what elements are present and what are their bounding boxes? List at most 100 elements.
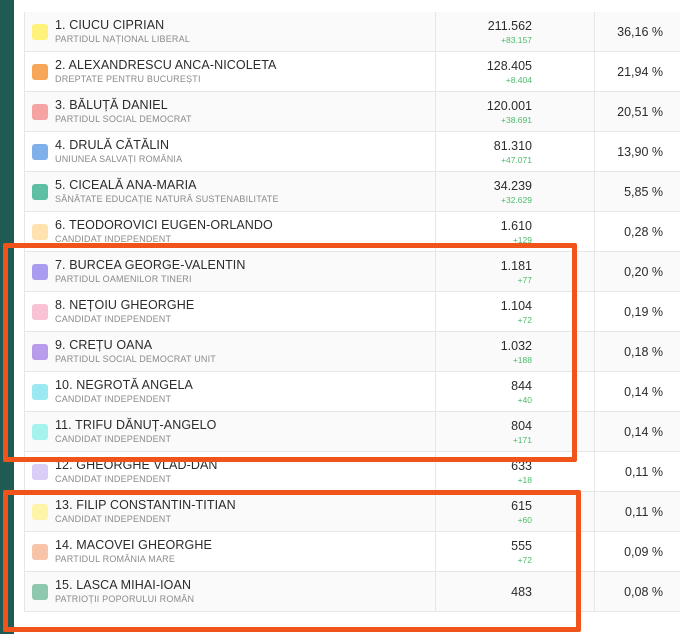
- vote-count: 1.181: [500, 259, 532, 273]
- party-color-swatch: [32, 24, 48, 40]
- vote-delta: +8.404: [505, 75, 532, 85]
- vote-delta: +32.629: [501, 195, 532, 205]
- candidate-party: PARTIDUL OAMENILOR TINERI: [55, 274, 192, 284]
- votes-cell: 483: [435, 572, 595, 611]
- vote-delta: +72: [517, 315, 532, 325]
- vote-percentage: 21,94 %: [617, 65, 663, 79]
- vote-count: 81.310: [493, 139, 532, 153]
- votes-cell: 34.239 +32.629: [435, 172, 595, 211]
- table-row: 9. CREȚU OANA PARTIDUL SOCIAL DEMOCRAT U…: [25, 332, 680, 372]
- vote-percentage: 0,28 %: [624, 225, 663, 239]
- candidate-name: 4. DRULĂ CĂTĂLIN: [55, 138, 170, 152]
- table-row: 14. MACOVEI GHEORGHE PARTIDUL ROMÂNIA MA…: [25, 532, 680, 572]
- candidate-name: 2. ALEXANDRESCU ANCA-NICOLETA: [55, 58, 277, 72]
- votes-cell: 1.104 +72: [435, 292, 595, 331]
- vote-delta: +60: [517, 515, 532, 525]
- party-color-swatch: [32, 384, 48, 400]
- vote-percentage: 0,14 %: [624, 385, 663, 399]
- vote-percentage: 0,11 %: [625, 505, 663, 519]
- vote-count: 34.239: [493, 179, 532, 193]
- vote-count: 483: [511, 585, 532, 599]
- vote-count: 804: [511, 419, 532, 433]
- candidate-party: PARTIDUL NAȚIONAL LIBERAL: [55, 34, 191, 44]
- votes-cell: 615 +60: [435, 492, 595, 531]
- votes-cell: 633 +18: [435, 452, 595, 491]
- table-row: 1. CIUCU CIPRIAN PARTIDUL NAȚIONAL LIBER…: [25, 12, 680, 52]
- vote-delta: +171: [512, 435, 532, 445]
- party-color-swatch: [32, 504, 48, 520]
- vote-count: 128.405: [486, 59, 532, 73]
- table-row: 4. DRULĂ CĂTĂLIN UNIUNEA SALVAȚI ROMÂNIA…: [25, 132, 680, 172]
- table-row: 12. GHEORGHE VLAD-DAN CANDIDAT INDEPENDE…: [25, 452, 680, 492]
- party-color-swatch: [32, 144, 48, 160]
- table-row: 5. CICEALĂ ANA-MARIA SĂNĂTATE EDUCAȚIE N…: [25, 172, 680, 212]
- table-row: 7. BURCEA GEORGE-VALENTIN PARTIDUL OAMEN…: [25, 252, 680, 292]
- vote-count: 844: [511, 379, 532, 393]
- candidate-party: PATRIOȚII POPORULUI ROMÂN: [55, 594, 195, 604]
- party-color-swatch: [32, 344, 48, 360]
- party-color-swatch: [32, 184, 48, 200]
- vote-delta: +72: [517, 555, 532, 565]
- candidate-party: CANDIDAT INDEPENDENT: [55, 434, 172, 444]
- party-color-swatch: [32, 584, 48, 600]
- vote-percentage: 13,90 %: [617, 145, 663, 159]
- vote-count: 555: [511, 539, 532, 553]
- vote-count: 120.001: [486, 99, 532, 113]
- candidate-name: 14. MACOVEI GHEORGHE: [55, 538, 212, 552]
- vote-delta: +47.071: [501, 155, 532, 165]
- table-row: 15. LASCA MIHAI-IOAN PATRIOȚII POPORULUI…: [25, 572, 680, 612]
- vote-percentage: 20,51 %: [617, 105, 663, 119]
- vote-percentage: 0,18 %: [624, 345, 663, 359]
- candidate-name: 6. TEODOROVICI EUGEN-ORLANDO: [55, 218, 273, 232]
- vote-percentage: 0,14 %: [624, 425, 663, 439]
- table-row: 2. ALEXANDRESCU ANCA-NICOLETA DREPTATE P…: [25, 52, 680, 92]
- vote-percentage: 0,08 %: [624, 585, 663, 599]
- candidate-name: 8. NEȚOIU GHEORGHE: [55, 298, 195, 312]
- votes-cell: 128.405 +8.404: [435, 52, 595, 91]
- votes-cell: 211.562 +83.157: [435, 12, 595, 51]
- table-row: 8. NEȚOIU GHEORGHE CANDIDAT INDEPENDENT …: [25, 292, 680, 332]
- party-color-swatch: [32, 464, 48, 480]
- candidate-name: 10. NEGROTĂ ANGELA: [55, 378, 193, 392]
- vote-delta: +40: [517, 395, 532, 405]
- candidate-party: SĂNĂTATE EDUCAȚIE NATURĂ SUSTENABILITATE: [55, 194, 279, 204]
- candidate-party: DREPTATE PENTRU BUCUREȘTI: [55, 74, 201, 84]
- vote-delta: +77: [517, 275, 532, 285]
- votes-cell: 1.181 +77: [435, 252, 595, 291]
- vote-count: 615: [511, 499, 532, 513]
- table-row: 3. BĂLUȚĂ DANIEL PARTIDUL SOCIAL DEMOCRA…: [25, 92, 680, 132]
- vote-percentage: 36,16 %: [617, 25, 663, 39]
- vote-count: 1.610: [500, 219, 532, 233]
- table-row: 11. TRIFU DĂNUȚ-ANGELO CANDIDAT INDEPEND…: [25, 412, 680, 452]
- candidate-name: 3. BĂLUȚĂ DANIEL: [55, 98, 168, 112]
- table-row: 13. FILIP CONSTANTIN-TITIAN CANDIDAT IND…: [25, 492, 680, 532]
- votes-cell: 1.032 +188: [435, 332, 595, 371]
- vote-count: 1.032: [500, 339, 532, 353]
- vote-percentage: 0,09 %: [624, 545, 663, 559]
- vote-delta: +18: [517, 475, 532, 485]
- vote-delta: +83.157: [501, 35, 532, 45]
- candidate-name: 1. CIUCU CIPRIAN: [55, 18, 165, 32]
- party-color-swatch: [32, 264, 48, 280]
- vote-percentage: 0,11 %: [625, 465, 663, 479]
- candidate-name: 7. BURCEA GEORGE-VALENTIN: [55, 258, 246, 272]
- vote-count: 211.562: [487, 19, 532, 33]
- candidate-party: CANDIDAT INDEPENDENT: [55, 314, 172, 324]
- candidate-name: 13. FILIP CONSTANTIN-TITIAN: [55, 498, 236, 512]
- table-row: 6. TEODOROVICI EUGEN-ORLANDO CANDIDAT IN…: [25, 212, 680, 252]
- candidate-party: CANDIDAT INDEPENDENT: [55, 514, 172, 524]
- vote-percentage: 0,19 %: [624, 305, 663, 319]
- party-color-swatch: [32, 104, 48, 120]
- votes-cell: 1.610 +129: [435, 212, 595, 251]
- party-color-swatch: [32, 224, 48, 240]
- votes-cell: 844 +40: [435, 372, 595, 411]
- candidate-name: 5. CICEALĂ ANA-MARIA: [55, 178, 197, 192]
- votes-cell: 555 +72: [435, 532, 595, 571]
- left-edge-strip: [0, 0, 14, 634]
- vote-percentage: 0,20 %: [624, 265, 663, 279]
- candidate-party: PARTIDUL SOCIAL DEMOCRAT: [55, 114, 192, 124]
- party-color-swatch: [32, 304, 48, 320]
- candidate-party: PARTIDUL ROMÂNIA MARE: [55, 554, 176, 564]
- candidate-name: 12. GHEORGHE VLAD-DAN: [55, 458, 218, 472]
- candidate-party: UNIUNEA SALVAȚI ROMÂNIA: [55, 154, 183, 164]
